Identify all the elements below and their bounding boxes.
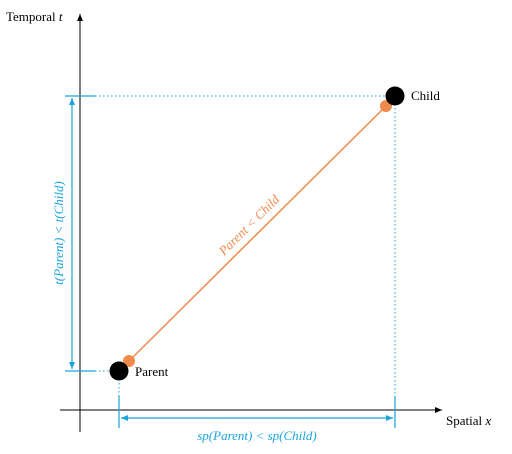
y-axis-label: Temporal t xyxy=(6,9,63,24)
y-label-var: t xyxy=(59,9,63,24)
x-axis-label: Spatial x xyxy=(446,413,491,428)
x-label-var: x xyxy=(484,413,491,428)
node-label: Child xyxy=(411,88,440,103)
edge-start xyxy=(123,355,135,367)
edge-label: Parent < Child xyxy=(215,191,283,258)
edge xyxy=(128,105,387,362)
temporal-label: t(Parent) < t(Child) xyxy=(51,181,66,285)
node xyxy=(109,361,129,381)
spatial-label: sp(Parent) < sp(Child) xyxy=(197,428,317,443)
x-label-text: Spatial xyxy=(446,413,482,428)
node-label: Parent xyxy=(135,364,169,379)
y-label-text: Temporal xyxy=(6,9,56,24)
dimensions xyxy=(65,95,396,428)
node xyxy=(385,86,405,106)
